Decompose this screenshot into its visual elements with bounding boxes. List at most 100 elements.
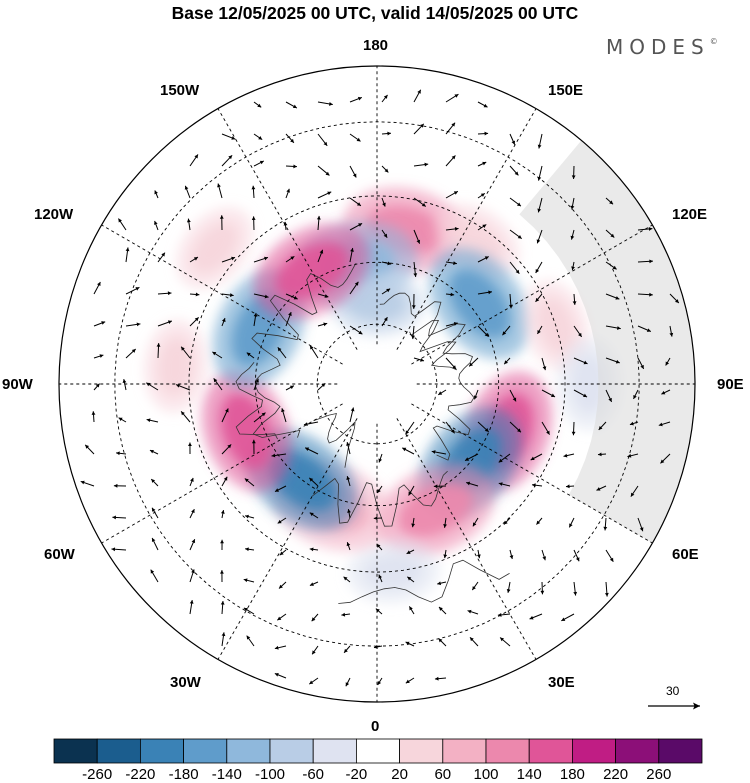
wind-vector bbox=[346, 441, 351, 455]
wind-vector bbox=[381, 288, 391, 295]
colorbar-tick-label: 100 bbox=[473, 766, 499, 783]
wind-vector bbox=[349, 133, 361, 142]
wind-vector bbox=[373, 645, 383, 649]
wind-vector bbox=[309, 345, 319, 359]
colorbar-tick-label: -260 bbox=[82, 766, 113, 783]
wind-vector bbox=[93, 383, 100, 391]
wind-vector bbox=[251, 216, 256, 231]
wind-vector bbox=[118, 417, 127, 423]
wind-vector bbox=[378, 574, 383, 583]
wind-vector bbox=[212, 351, 223, 359]
wind-vector bbox=[381, 197, 386, 207]
wind-vector bbox=[309, 547, 319, 552]
wind-vector bbox=[311, 613, 319, 622]
wind-vector bbox=[349, 197, 362, 207]
wind-vector bbox=[346, 475, 351, 487]
wind-vector bbox=[411, 293, 416, 309]
wind-vector bbox=[349, 165, 357, 178]
wind-vector bbox=[573, 325, 583, 338]
wind-vector bbox=[253, 378, 259, 391]
wind-vector bbox=[125, 348, 137, 359]
wind-vector bbox=[605, 197, 614, 205]
wind-vector bbox=[376, 543, 383, 551]
lon-label-120w: 120W bbox=[34, 206, 74, 223]
wind-vector bbox=[156, 343, 161, 359]
wind-vector bbox=[568, 517, 575, 528]
wind-vector bbox=[253, 101, 262, 108]
wind-vector bbox=[408, 485, 415, 496]
wind-vector bbox=[433, 484, 447, 489]
wind-vector bbox=[637, 292, 653, 297]
wind-vector bbox=[531, 483, 543, 488]
graticule bbox=[59, 66, 695, 702]
wind-vector bbox=[537, 325, 543, 335]
wind-vector bbox=[408, 606, 415, 615]
wind-vector bbox=[251, 439, 256, 455]
wind-vector bbox=[189, 154, 199, 167]
wind-vector bbox=[375, 608, 383, 615]
wind-vector bbox=[477, 192, 486, 199]
wind-vector bbox=[317, 165, 330, 176]
wind-vector bbox=[445, 122, 456, 135]
wind-vector bbox=[405, 641, 415, 647]
wind-vector bbox=[253, 293, 269, 299]
wind-vector bbox=[125, 247, 130, 263]
wind-vector bbox=[349, 247, 354, 263]
wind-vector bbox=[540, 581, 545, 595]
wind-vector bbox=[633, 389, 639, 400]
wind-vector bbox=[598, 421, 607, 431]
wind-vector bbox=[246, 635, 255, 647]
wind-vector bbox=[341, 612, 351, 617]
wind-vector bbox=[281, 408, 287, 423]
wind-vector bbox=[411, 325, 415, 340]
wind-vector bbox=[445, 421, 456, 434]
wind-vector bbox=[150, 478, 159, 487]
wind-vector bbox=[437, 581, 447, 586]
wind-vector bbox=[573, 389, 588, 398]
wind-vector bbox=[509, 197, 522, 207]
wind-vector bbox=[285, 101, 298, 109]
wind-vector bbox=[253, 312, 258, 327]
wind-vector bbox=[278, 581, 287, 589]
wind-vector bbox=[219, 215, 224, 231]
colorbar-tick-label: 60 bbox=[434, 766, 452, 783]
wind-vector bbox=[189, 538, 196, 551]
wind-vector bbox=[406, 549, 415, 555]
wind-vector bbox=[378, 453, 383, 463]
wind-vectors bbox=[80, 89, 680, 687]
wind-vector bbox=[637, 227, 653, 231]
wind-vector bbox=[413, 357, 425, 362]
wind-vector bbox=[189, 508, 195, 519]
wind-vector bbox=[477, 224, 487, 231]
wind-vector bbox=[477, 290, 493, 295]
wind-vector bbox=[308, 677, 319, 685]
wind-vector bbox=[537, 165, 543, 181]
wind-vector bbox=[317, 133, 328, 147]
wind-vector bbox=[345, 677, 351, 687]
wind-vector bbox=[498, 482, 511, 487]
wind-vector bbox=[311, 645, 319, 655]
wind-vector bbox=[277, 517, 287, 524]
wind-vector bbox=[221, 444, 232, 455]
wind-vector bbox=[529, 613, 543, 620]
anomaly-lobe bbox=[201, 371, 292, 492]
wind-vector bbox=[122, 379, 127, 391]
wind-vector bbox=[154, 220, 159, 231]
wind-vector bbox=[343, 645, 351, 654]
wind-vector bbox=[221, 256, 236, 263]
wind-vector bbox=[502, 325, 511, 336]
wind-vector bbox=[317, 191, 332, 199]
wind-vector bbox=[93, 321, 106, 327]
lon-label-150w: 150W bbox=[160, 82, 200, 99]
wind-vector bbox=[477, 131, 489, 136]
colorbar-tick-label: -180 bbox=[168, 766, 199, 783]
wind-vector bbox=[149, 449, 159, 455]
wind-vector bbox=[572, 293, 577, 305]
wind-vector bbox=[413, 261, 418, 277]
wind-vector bbox=[464, 453, 479, 462]
wind-vector bbox=[188, 442, 192, 455]
wind-vector bbox=[477, 101, 488, 108]
wind-vector bbox=[221, 476, 228, 487]
wind-vector bbox=[220, 600, 225, 615]
wind-vector bbox=[431, 450, 447, 455]
